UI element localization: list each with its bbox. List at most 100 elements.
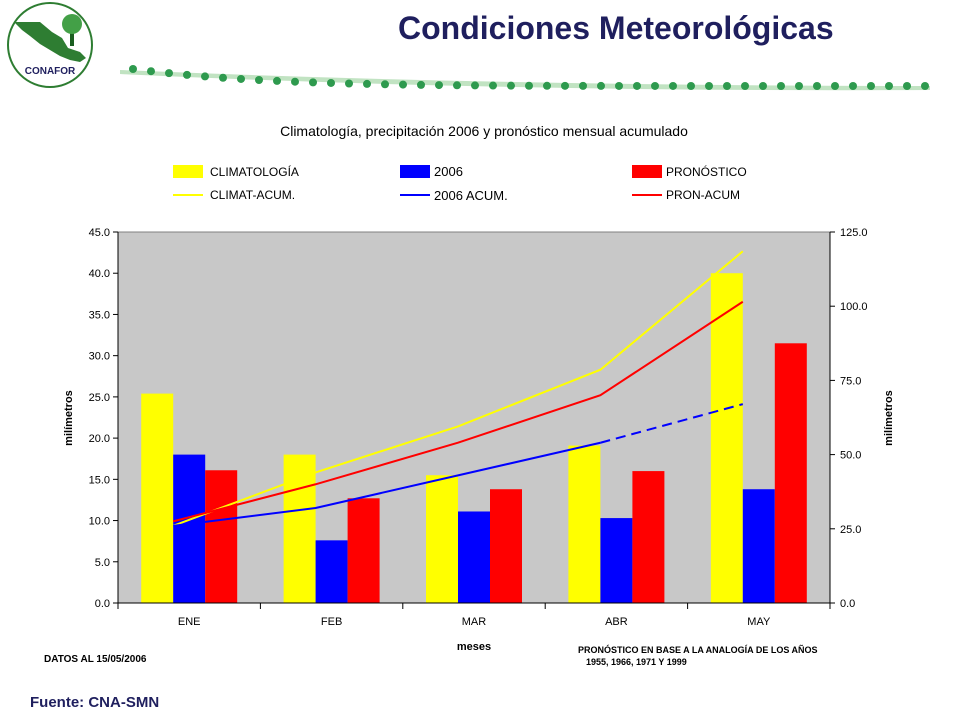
forecast-note-line1: PRONÓSTICO EN BASE A LA ANALOGÍA DE LOS … — [578, 644, 818, 655]
decorative-dot — [471, 81, 479, 90]
decorative-dot — [669, 81, 677, 90]
y-left-label: milímetros — [63, 390, 75, 446]
y-left-tick-label: 25.0 — [89, 392, 110, 404]
decorative-dot — [813, 81, 821, 90]
logo-text: CONAFOR — [25, 66, 76, 77]
line-2006-acum- — [173, 441, 601, 527]
decorative-dot — [705, 81, 713, 90]
y-right-tick-label: 50.0 — [840, 450, 861, 462]
decorative-dot — [525, 81, 533, 90]
decorative-dot — [723, 81, 731, 90]
decorative-dot — [579, 81, 587, 90]
decorative-dot — [345, 79, 353, 88]
legend-label-2006-acum: 2006 ACUM. — [434, 188, 508, 203]
bar-2006-feb — [315, 540, 348, 603]
legend-label-climat-acum: CLIMAT-ACUM. — [210, 188, 295, 202]
y-left-tick-label: 15.0 — [89, 474, 110, 486]
bar-pron-stico-feb — [347, 498, 380, 603]
y-right-tick-label: 0.0 — [840, 598, 855, 610]
page-title: Condiciones Meteorológicas — [398, 10, 834, 46]
decorative-dot — [327, 78, 335, 87]
decorative-dot — [399, 80, 407, 89]
bar-pron-stico-abr — [632, 471, 665, 603]
y-left-tick-label: 35.0 — [89, 309, 110, 321]
x-axis-label: meses — [457, 641, 491, 653]
line-climat-acum- — [172, 250, 744, 527]
decorative-dot — [507, 81, 515, 90]
line-pron-acum — [172, 300, 744, 523]
x-tick-label: ABR — [605, 616, 628, 628]
x-tick-label: ENE — [178, 616, 201, 628]
tree-icon — [62, 14, 82, 34]
y-right-tick-label: 75.0 — [840, 375, 861, 387]
decorative-dot — [795, 81, 803, 90]
bar-climatolog-a-feb — [283, 454, 316, 603]
line-2006-acum--dashed — [600, 403, 744, 444]
chart-title: Climatología, precipitación 2006 y pronó… — [280, 123, 688, 139]
decorative-dot — [435, 81, 443, 90]
legend-label-pron-acum: PRON-ACUM — [666, 188, 740, 202]
decorative-dot — [237, 74, 245, 83]
y-right-tick-label: 100.0 — [840, 301, 868, 313]
y-left-tick-label: 5.0 — [95, 557, 110, 569]
forecast-note-line2: 1955, 1966, 1971 Y 1999 — [586, 657, 687, 667]
decorative-dot — [453, 81, 461, 90]
bar-pron-stico-mar — [490, 489, 522, 603]
x-tick-label: MAY — [747, 616, 771, 628]
bar-pron-stico-ene — [205, 470, 238, 603]
decorative-dot — [417, 80, 425, 89]
conafor-logo: CONAFOR — [7, 2, 93, 88]
decorative-dot — [543, 81, 551, 90]
x-tick-label: FEB — [321, 616, 342, 628]
data-date-note: DATOS AL 15/05/2006 — [44, 654, 147, 665]
decorative-dot — [777, 81, 785, 90]
decorative-dot — [885, 82, 893, 90]
decorative-dot — [219, 73, 227, 82]
legend: CLIMATOLOGÍA CLIMAT-ACUM. 2006 2006 ACUM… — [173, 164, 747, 203]
bar-2006-may — [742, 489, 775, 603]
bar-climatolog-a-may — [710, 273, 743, 603]
decorative-dot — [687, 81, 695, 90]
axes: 0.0 5.0 10.0 15.0 20.0 25.0 30.0 35.0 40.0 45.0 0.… — [89, 227, 868, 628]
x-tick-label: MAR — [462, 616, 487, 628]
decorative-dot — [741, 81, 749, 90]
header-decoration — [120, 65, 930, 91]
decorative-dot — [867, 82, 875, 90]
decorative-dot — [831, 81, 839, 90]
bar-2006-ene — [173, 454, 206, 603]
decorative-dot — [255, 75, 263, 84]
decorative-dot — [183, 70, 191, 79]
legend-swatch-climatologia — [173, 165, 203, 178]
decorative-dot — [201, 72, 209, 81]
dot-row — [129, 65, 929, 90]
mexico-map-icon — [14, 22, 86, 62]
bar-climatolog-a-abr — [568, 445, 601, 603]
y-left-tick-label: 10.0 — [89, 516, 110, 528]
legend-swatch-2006 — [400, 165, 430, 178]
y-right-tick-label: 125.0 — [840, 227, 868, 239]
decorative-dot — [129, 65, 137, 73]
decorative-dot — [165, 69, 173, 78]
decorative-dot — [273, 76, 281, 85]
bar-pron-stico-may — [774, 343, 807, 603]
decorative-dot — [597, 81, 605, 90]
legend-label-2006: 2006 — [434, 164, 463, 179]
bar-2006-mar — [458, 511, 490, 603]
decorative-dot — [489, 81, 497, 90]
decorative-dot — [147, 67, 155, 76]
decorative-dot — [561, 81, 569, 90]
y-right-label: milímetros — [883, 390, 895, 446]
decorative-dot — [291, 77, 299, 86]
decorative-dot — [903, 82, 911, 90]
y-left-tick-label: 0.0 — [95, 598, 110, 610]
decorative-dot — [651, 81, 659, 90]
decorative-dot — [309, 78, 317, 87]
bar-2006-abr — [600, 518, 633, 603]
decorative-dot — [759, 81, 767, 90]
decorative-dot — [363, 79, 371, 88]
decorative-dot — [921, 82, 929, 90]
lines — [172, 250, 744, 527]
bar-climatolog-a-mar — [426, 475, 458, 603]
bars — [141, 273, 807, 603]
